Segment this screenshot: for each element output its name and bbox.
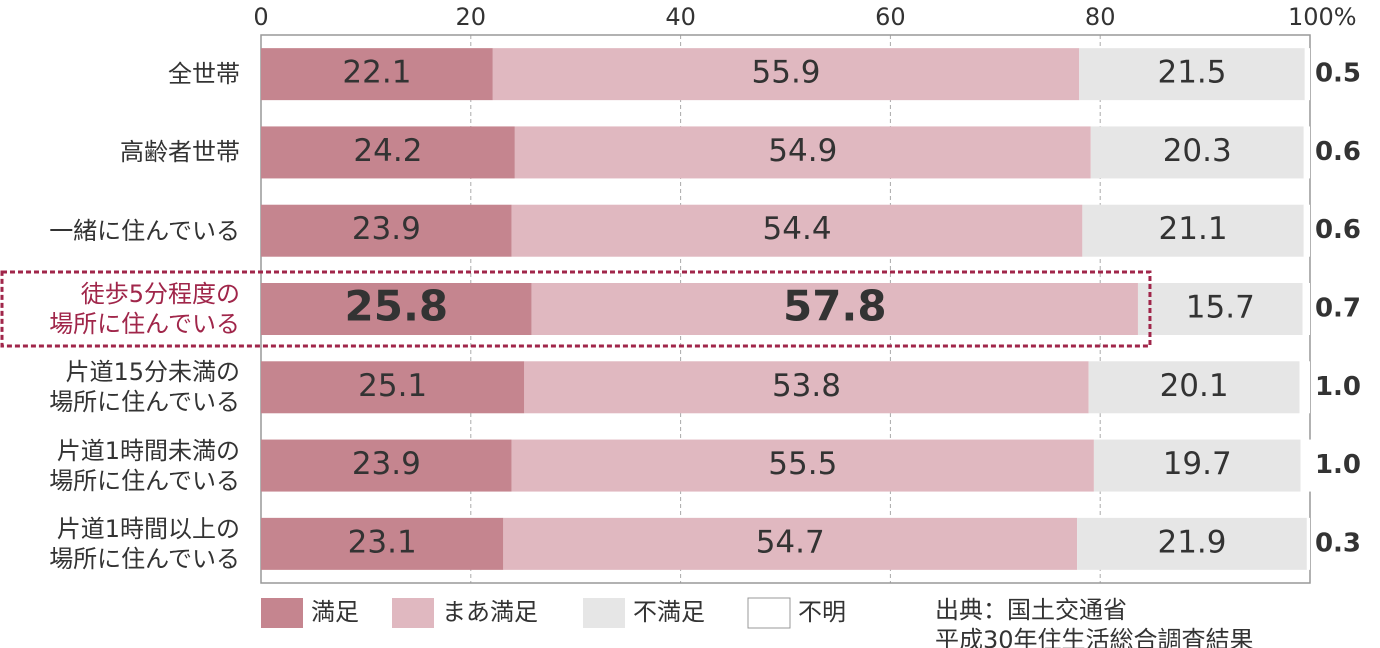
category-label: 片道1時間以上の 場所に住んでいる [49,514,240,573]
bar-segment [1088,361,1300,414]
legend-label: 不満足 [633,598,705,626]
x-tick-label: 20 [456,3,487,31]
value-label: 54.4 [763,211,832,247]
bar-segment [261,126,515,179]
legend-swatch [583,598,625,628]
bar-segment [1304,48,1310,101]
value-label: 22.1 [342,55,411,91]
bar-segment [511,204,1083,257]
value-label: 20.1 [1160,368,1229,404]
value-label: 0.6 [1315,137,1361,167]
legend-swatch [392,598,434,628]
value-label: 25.8 [345,282,449,331]
value-label: 57.8 [783,282,887,331]
value-label: 21.1 [1159,211,1228,247]
bar-segment [1137,283,1303,335]
legend-swatch [261,598,303,628]
bar-segment [492,48,1080,101]
value-label: 0.5 [1315,59,1361,89]
bar-segment [1299,361,1310,414]
value-label: 54.9 [768,133,837,169]
category-label: 片道1時間未満の 場所に住んでいる [49,436,240,495]
bar-segment [1303,126,1310,179]
x-tick-label: 40 [665,3,696,31]
value-label: 24.2 [353,133,422,169]
x-tick-label: 100% [1288,3,1357,31]
legend-swatch [747,597,791,629]
bar-segment [1077,517,1307,570]
value-label: 54.7 [756,524,825,560]
bar-segment [1082,204,1304,257]
bar-segment [524,361,1089,414]
bar-segment [261,439,512,492]
bar-segment [1302,283,1310,335]
bar-segment [261,361,525,414]
bar-segment [1300,439,1312,492]
bar-segment [1093,439,1301,492]
category-label: 一緒に住んでいる [49,216,240,245]
bar-segment [1079,48,1305,101]
value-label: 1.0 [1315,372,1361,402]
value-label: 55.5 [768,446,837,482]
value-label: 20.3 [1163,133,1232,169]
bar-segment [1303,204,1310,257]
bar-segment [1306,517,1310,570]
bar-segment [261,283,532,335]
value-label: 15.7 [1186,290,1255,326]
value-label: 1.0 [1315,450,1361,480]
value-label: 23.1 [348,524,417,560]
value-label: 53.8 [772,368,841,404]
bar-segment [261,517,504,570]
category-label: 徒歩5分程度の 場所に住んでいる [49,280,240,338]
value-label: 55.9 [752,55,821,91]
category-label: 片道15分未満の 場所に住んでいる [49,358,240,417]
legend-label: まあ満足 [442,598,538,626]
category-label: 全世帯 [168,60,240,89]
value-label: 21.9 [1157,524,1226,560]
value-label: 25.1 [358,368,427,404]
bar-segment [511,439,1094,492]
bar-segment [503,517,1078,570]
bar-segment [261,48,493,101]
value-label: 0.7 [1315,294,1361,324]
value-label: 19.7 [1163,446,1232,482]
x-tick-label: 60 [875,3,906,31]
value-label: 0.3 [1315,528,1361,558]
bar-segment [261,204,512,257]
x-tick-label: 80 [1085,3,1116,31]
category-label: 高齢者世帯 [120,138,240,167]
value-label: 23.9 [352,211,421,247]
bar-segment [514,126,1091,179]
source-line: 平成30年住生活総合調査結果 [935,626,1254,648]
legend-label: 満足 [311,598,359,626]
bar-segment [531,283,1138,335]
x-tick-label: 0 [253,3,268,31]
value-label: 0.6 [1315,215,1361,245]
highlight-box [0,270,1152,348]
value-label: 23.9 [352,446,421,482]
legend-label: 不明 [798,598,846,626]
bar-segment [1090,126,1304,179]
source-line: 出典：国土交通省 [935,596,1127,624]
value-label: 21.5 [1157,55,1226,91]
